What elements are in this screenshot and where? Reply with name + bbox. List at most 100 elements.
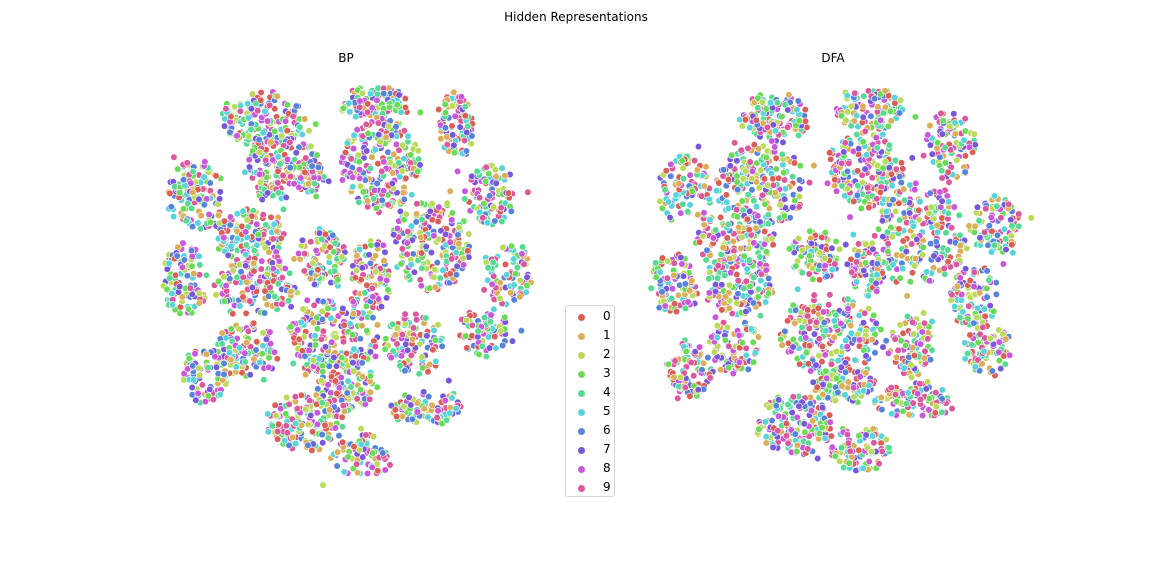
scatter-point-class-5 xyxy=(270,220,278,228)
scatter-point-class-2 xyxy=(725,281,734,289)
scatter-point-class-7 xyxy=(468,172,476,180)
scatter-point-class-9 xyxy=(1005,200,1013,208)
scatter-point-class-7 xyxy=(938,130,947,138)
scatter-point-class-5 xyxy=(916,198,924,206)
scatter-point-class-6 xyxy=(173,252,181,260)
scatter-point-class-1 xyxy=(273,92,281,100)
scatter-point-class-9 xyxy=(884,240,892,248)
scatter-point-class-1 xyxy=(725,304,733,312)
scatter-point-class-8 xyxy=(381,466,389,474)
scatter-point-class-4 xyxy=(331,239,339,247)
scatter-point-class-1 xyxy=(202,350,211,358)
scatter-point-class-9 xyxy=(386,461,394,469)
scatter-point-class-7 xyxy=(188,383,196,392)
scatter-point-class-9 xyxy=(719,172,727,180)
scatter-point-class-3 xyxy=(367,241,375,249)
scatter-point-class-0 xyxy=(501,260,510,269)
scatter-point-class-7 xyxy=(396,207,405,215)
scatter-point-class-5 xyxy=(446,409,454,417)
scatter-point-class-3 xyxy=(400,216,408,224)
scatter-point-class-0 xyxy=(899,165,907,173)
scatter-point-class-3 xyxy=(448,209,457,217)
scatter-point-class-7 xyxy=(780,195,789,203)
scatter-point-class-5 xyxy=(189,376,197,384)
scatter-point-class-0 xyxy=(401,94,409,103)
scatter-point-class-8 xyxy=(403,239,411,247)
scatter-point-class-7 xyxy=(423,332,431,340)
scatter-point-class-5 xyxy=(842,336,850,345)
scatter-point-class-2 xyxy=(256,178,265,186)
scatter-point-class-0 xyxy=(418,249,426,257)
scatter-point-class-2 xyxy=(946,122,954,131)
scatter-point-class-7 xyxy=(375,131,383,139)
scatter-point-class-7 xyxy=(216,188,224,196)
scatter-point-class-8 xyxy=(735,331,743,340)
scatter-point-class-9 xyxy=(254,107,262,115)
scatter-point-class-5 xyxy=(346,108,354,116)
scatter-point-class-8 xyxy=(275,257,283,265)
scatter-point-class-8 xyxy=(460,261,468,269)
scatter-point-class-2 xyxy=(304,420,312,429)
scatter-point-class-7 xyxy=(264,189,272,197)
scatter-point-class-0 xyxy=(491,332,499,341)
scatter-point-class-9 xyxy=(497,204,505,212)
scatter-point-class-9 xyxy=(744,144,752,152)
scatter-point-class-5 xyxy=(170,213,178,221)
scatter-point-class-9 xyxy=(433,413,441,422)
scatter-point-class-0 xyxy=(239,293,247,301)
scatter-point-class-0 xyxy=(745,226,753,234)
scatter-point-class-8 xyxy=(355,166,364,174)
scatter-point-class-6 xyxy=(392,123,400,131)
scatter-point-class-9 xyxy=(734,277,742,285)
scatter-point-class-2 xyxy=(467,140,475,148)
scatter-point-class-4 xyxy=(756,312,765,320)
scatter-point-class-0 xyxy=(772,154,780,162)
scatter-point-class-4 xyxy=(242,241,250,249)
scatter-point-class-9 xyxy=(262,156,270,164)
scatter-point-class-7 xyxy=(282,193,290,201)
scatter-point-class-1 xyxy=(670,271,678,279)
scatter-point-class-0 xyxy=(393,412,401,421)
scatter-point-class-1 xyxy=(694,211,702,219)
scatter-point-class-5 xyxy=(862,151,871,159)
scatter-point-class-7 xyxy=(358,264,366,272)
scatter-point-class-4 xyxy=(247,125,255,134)
scatter-point-class-7 xyxy=(694,386,702,394)
scatter-point-class-6 xyxy=(301,352,309,360)
scatter-point-class-1 xyxy=(273,227,281,235)
scatter-point-class-2 xyxy=(259,329,267,337)
scatter-point-class-6 xyxy=(667,172,675,180)
scatter-point-class-4 xyxy=(262,221,270,229)
scatter-point-class-2 xyxy=(491,166,500,174)
scatter-point-class-8 xyxy=(363,469,372,478)
scatter-point-class-5 xyxy=(990,192,999,200)
bp-scatter-plot xyxy=(159,84,535,489)
scatter-point-class-0 xyxy=(944,258,952,266)
scatter-point-class-2 xyxy=(376,138,384,146)
scatter-point-class-2 xyxy=(352,267,361,275)
scatter-point-class-0 xyxy=(464,247,472,255)
scatter-point-class-8 xyxy=(430,232,438,240)
scatter-point-class-7 xyxy=(402,340,410,348)
scatter-point-class-1 xyxy=(507,289,515,297)
scatter-point-class-3 xyxy=(386,103,394,111)
scatter-point-class-4 xyxy=(286,269,294,277)
scatter-point-class-5 xyxy=(345,99,353,107)
scatter-point-class-8 xyxy=(754,212,762,220)
scatter-point-class-8 xyxy=(270,348,279,356)
scatter-point-class-7 xyxy=(410,268,419,276)
scatter-point-class-4 xyxy=(347,383,355,391)
scatter-point-class-2 xyxy=(925,209,933,217)
scatter-point-class-0 xyxy=(827,155,835,163)
scatter-point-class-4 xyxy=(717,250,725,259)
scatter-point-class-3 xyxy=(363,327,371,335)
scatter-point-class-9 xyxy=(524,188,532,196)
scatter-point-class-9 xyxy=(339,338,348,346)
scatter-point-class-4 xyxy=(202,271,210,279)
scatter-point-class-7 xyxy=(216,195,224,203)
scatter-point-class-4 xyxy=(712,226,720,234)
scatter-point-class-1 xyxy=(301,115,309,123)
scatter-point-class-9 xyxy=(468,321,476,330)
scatter-point-class-9 xyxy=(393,340,401,348)
scatter-point-class-7 xyxy=(416,161,424,169)
